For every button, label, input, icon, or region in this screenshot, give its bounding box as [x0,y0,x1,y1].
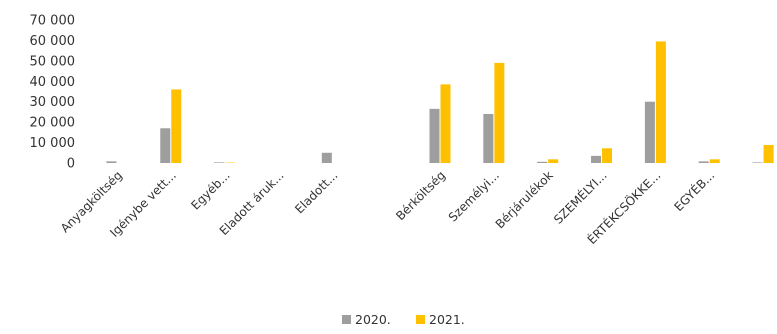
y-axis: 70 000 60 000 50 000 40 000 30 000 20 000 10 0… [30,14,76,172]
bar-2020 [698,161,709,163]
x-category-label: Egyéb... [188,168,232,212]
legend-label-2020: 2020. [355,312,391,327]
bar-2020 [752,162,763,163]
bar-2021 [440,84,451,163]
bar-2021 [171,89,182,163]
bar-2020 [537,161,548,163]
y-tick-label: 40 000 [30,75,76,90]
y-tick-label: 10 000 [30,136,76,151]
legend: 2020. 2021. [342,312,465,327]
bar-2020 [591,155,602,163]
bar-2020 [214,162,225,163]
bar-2021 [655,41,666,164]
x-category-label: Eladott... [292,168,340,216]
y-tick-label: 20 000 [30,116,76,131]
legend-label-2021: 2021. [429,312,465,327]
bar-2020 [644,101,655,163]
bar-2021 [494,62,505,163]
x-category-label: Személyi... [446,168,502,224]
y-tick-label: 70 000 [30,14,76,29]
bar-2020 [106,161,117,163]
bar-2021 [709,159,720,163]
bar-2021 [602,148,613,163]
bar-2021 [763,145,774,163]
y-tick-label: 60 000 [30,34,76,49]
legend-swatch-2021 [416,315,425,324]
bar-2020 [483,113,494,163]
y-tick-label: 0 [67,157,75,172]
bar-2020 [429,108,440,163]
legend-swatch-2020 [342,315,351,324]
x-category-label: Bérköltség [393,168,448,223]
x-category-label: SZEMÉLYI... [550,168,609,227]
x-category-label: Bérjárulékok [493,168,556,231]
y-tick-label: 30 000 [30,95,76,110]
bar-2020 [160,128,171,163]
bar-2021 [548,159,559,163]
bar-2020 [321,152,332,163]
x-category-label: EGYÉB... [671,168,718,215]
y-tick-label: 50 000 [30,54,76,69]
bars [106,41,774,164]
